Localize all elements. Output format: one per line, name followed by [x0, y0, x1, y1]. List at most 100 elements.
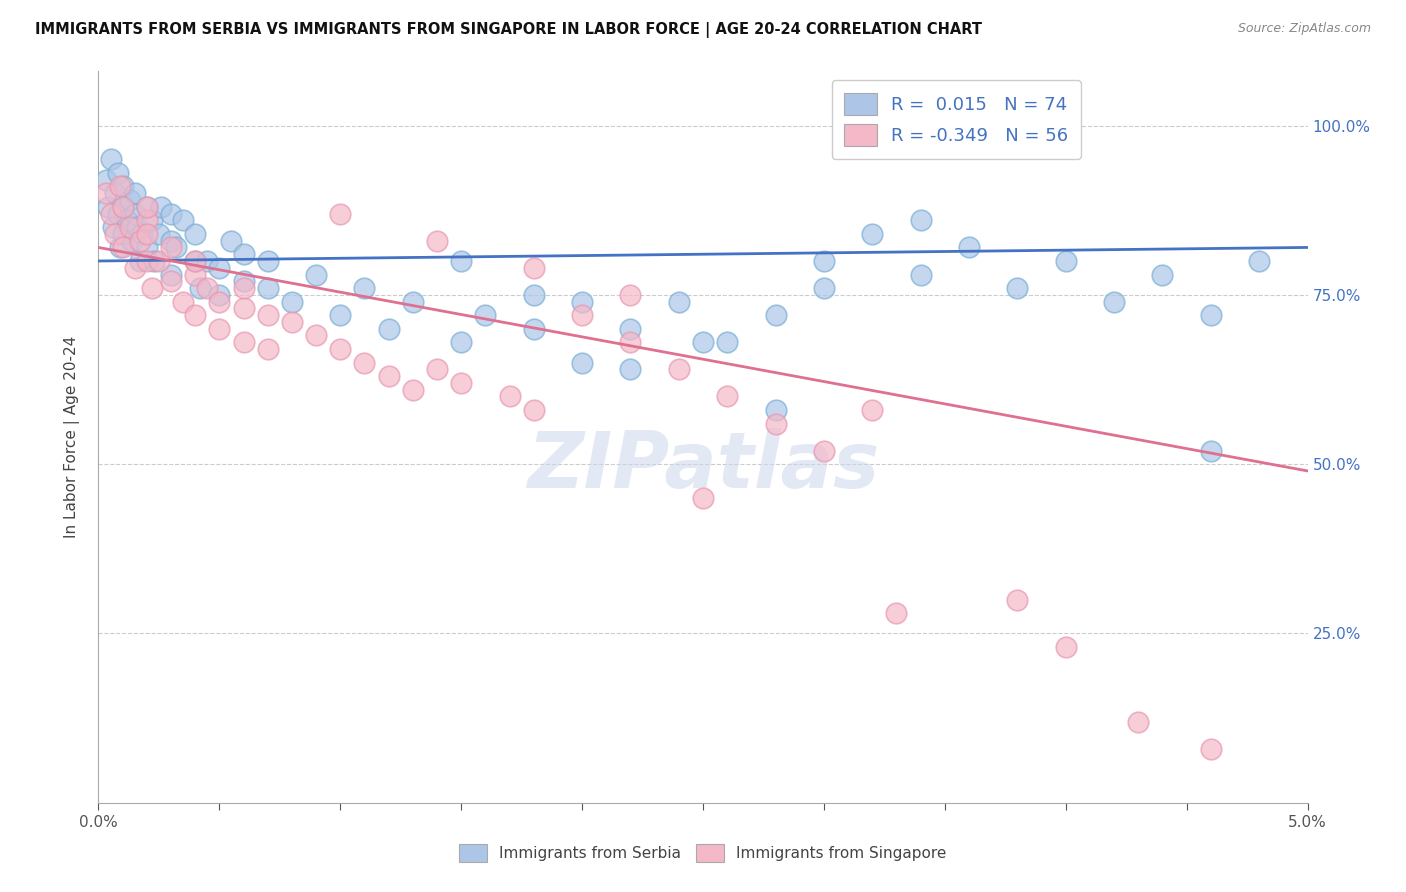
Point	[860, 227, 883, 241]
Point	[1054, 254, 1077, 268]
Point	[402, 383, 425, 397]
Point	[100, 206, 122, 220]
Point	[305, 328, 328, 343]
Point	[232, 247, 254, 261]
Point	[150, 200, 173, 214]
Point	[232, 274, 254, 288]
Text: Source: ZipAtlas.com: Source: ZipAtlas.com	[1237, 22, 1371, 36]
Point	[765, 417, 787, 431]
Point	[184, 254, 207, 268]
Point	[281, 294, 304, 309]
Point	[221, 234, 243, 248]
Point	[143, 254, 166, 268]
Point	[256, 342, 278, 356]
Point	[184, 268, 207, 282]
Point	[148, 254, 170, 268]
Point	[402, 294, 425, 309]
Point	[523, 403, 546, 417]
Point	[208, 294, 231, 309]
Point	[523, 322, 546, 336]
Point	[1152, 268, 1174, 282]
Point	[353, 281, 375, 295]
Point	[128, 234, 150, 248]
Point	[111, 179, 134, 194]
Point	[619, 335, 641, 350]
Point	[305, 268, 328, 282]
Point	[1102, 294, 1125, 309]
Point	[619, 288, 641, 302]
Point	[135, 200, 157, 214]
Point	[160, 240, 183, 254]
Point	[1199, 443, 1222, 458]
Point	[94, 172, 117, 186]
Point	[1007, 592, 1029, 607]
Point	[353, 355, 375, 369]
Y-axis label: In Labor Force | Age 20-24: In Labor Force | Age 20-24	[63, 336, 80, 538]
Point	[127, 220, 149, 235]
Point	[107, 166, 129, 180]
Point	[184, 254, 207, 268]
Text: ZIPatlas: ZIPatlas	[527, 428, 879, 504]
Point	[377, 322, 399, 336]
Point	[131, 227, 153, 241]
Point	[668, 294, 690, 309]
Point	[184, 308, 207, 322]
Point	[813, 254, 835, 268]
Point	[426, 234, 449, 248]
Point	[813, 281, 835, 295]
Point	[160, 234, 183, 248]
Point	[97, 200, 120, 214]
Point	[135, 254, 157, 268]
Point	[619, 322, 641, 336]
Point	[1249, 254, 1271, 268]
Point	[128, 254, 150, 268]
Point	[1199, 308, 1222, 322]
Point	[619, 362, 641, 376]
Point	[692, 491, 714, 505]
Text: IMMIGRANTS FROM SERBIA VS IMMIGRANTS FROM SINGAPORE IN LABOR FORCE | AGE 20-24 C: IMMIGRANTS FROM SERBIA VS IMMIGRANTS FRO…	[35, 22, 983, 38]
Point	[195, 281, 218, 295]
Point	[232, 281, 254, 295]
Point	[523, 288, 546, 302]
Point	[886, 606, 908, 620]
Point	[910, 213, 932, 227]
Point	[571, 294, 593, 309]
Point	[329, 206, 352, 220]
Point	[329, 308, 352, 322]
Point	[281, 315, 304, 329]
Point	[135, 227, 157, 241]
Point	[141, 281, 163, 295]
Point	[450, 254, 472, 268]
Point	[124, 260, 146, 275]
Point	[108, 179, 131, 194]
Point	[111, 227, 134, 241]
Legend: R =  0.015   N = 74, R = -0.349   N = 56: R = 0.015 N = 74, R = -0.349 N = 56	[831, 80, 1081, 159]
Point	[716, 335, 738, 350]
Point	[111, 240, 134, 254]
Point	[160, 274, 183, 288]
Point	[111, 200, 134, 214]
Point	[450, 335, 472, 350]
Point	[94, 186, 117, 201]
Point	[1054, 640, 1077, 654]
Point	[195, 254, 218, 268]
Point	[860, 403, 883, 417]
Point	[571, 308, 593, 322]
Point	[124, 186, 146, 201]
Point	[118, 193, 141, 207]
Point	[523, 260, 546, 275]
Point	[135, 240, 157, 254]
Point	[1199, 741, 1222, 756]
Point	[765, 308, 787, 322]
Point	[184, 227, 207, 241]
Point	[141, 213, 163, 227]
Point	[117, 213, 139, 227]
Point	[957, 240, 980, 254]
Point	[121, 234, 143, 248]
Point	[124, 206, 146, 220]
Point	[172, 213, 194, 227]
Point	[498, 389, 520, 403]
Point	[101, 220, 124, 235]
Point	[148, 227, 170, 241]
Point	[208, 288, 231, 302]
